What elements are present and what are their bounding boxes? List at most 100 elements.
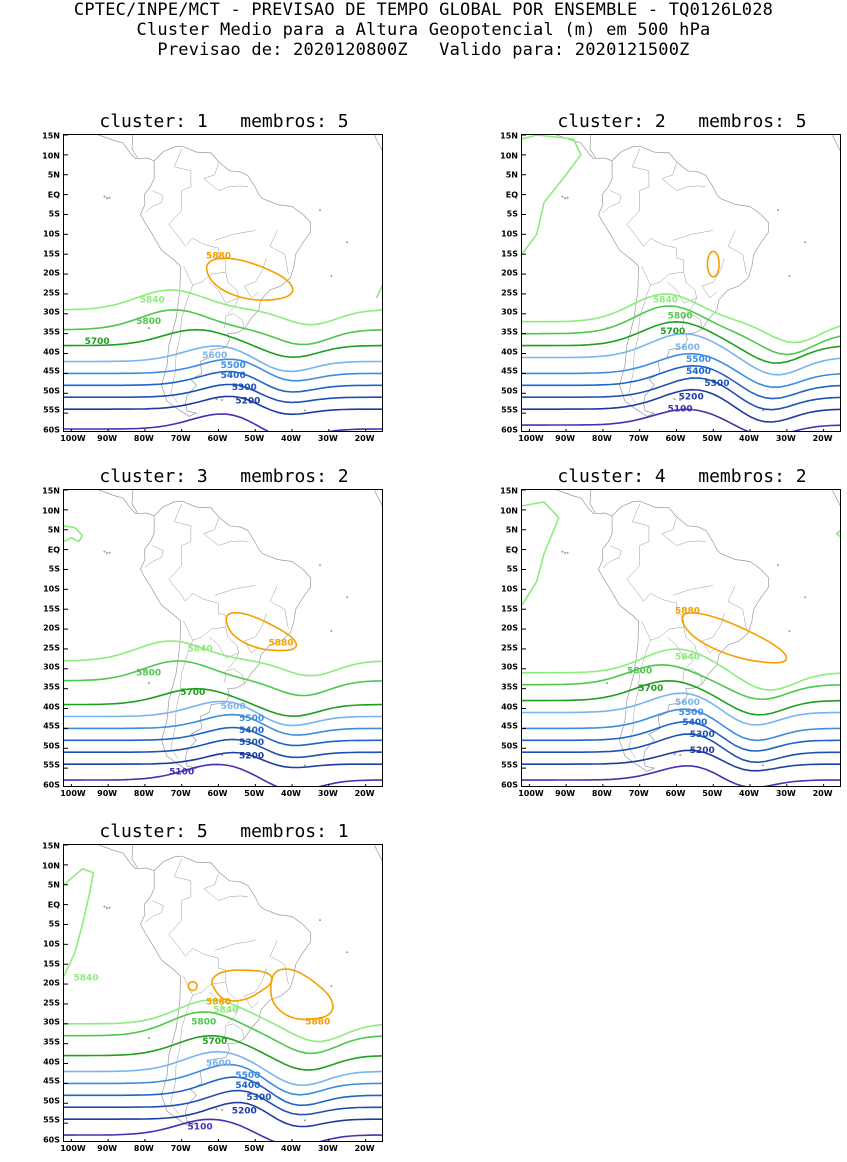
country-border <box>183 592 227 641</box>
latitude-tick-label: 30S <box>43 1017 60 1027</box>
panel-title: cluster: 5 membros: 1 <box>99 821 349 842</box>
cluster-4-panel: cluster: 4 membros: 2 15N 10N 5N EQ 5S 10S 15S… <box>458 467 841 807</box>
contour-label: 5600 <box>675 698 700 708</box>
contour-line-5700 <box>64 687 382 717</box>
latitude-tick-label: 15N <box>500 131 518 141</box>
longitude-tick-label: 20W <box>812 434 833 443</box>
contour-label: 5400 <box>235 1081 260 1091</box>
contour-label: 5200 <box>235 397 260 407</box>
country-border <box>701 613 725 654</box>
island <box>319 209 321 212</box>
contour-line-5500 <box>64 1063 382 1096</box>
country-border <box>682 668 703 684</box>
island <box>804 241 807 244</box>
contour-label: 5880 <box>268 638 293 648</box>
contour-label: 5200 <box>690 746 715 756</box>
contour-line-5400 <box>522 365 840 400</box>
map-canvas: 5840588058805840580057005600550054005300… <box>64 845 382 1141</box>
contour-label: 5800 <box>627 666 652 676</box>
latitude-tick-label: 60S <box>501 780 518 790</box>
latitude-tick-label: 60S <box>43 780 60 790</box>
coastline <box>140 855 311 1127</box>
contour-label: 5800 <box>191 1017 216 1027</box>
country-border <box>626 503 650 602</box>
contour-line-5100 <box>64 1118 382 1141</box>
latitude-tick-label: 50S <box>501 386 518 396</box>
longitude-tick-label: 40W <box>281 434 302 443</box>
island <box>106 197 109 200</box>
longitude-tick-label: 30W <box>775 789 796 798</box>
contour-line-5300 <box>522 733 840 764</box>
contour-label: 5700 <box>638 684 663 694</box>
latitude-tick-label: 60S <box>43 1135 60 1145</box>
island <box>319 919 321 922</box>
country-border <box>602 545 622 568</box>
country-border <box>224 1023 245 1039</box>
country-border <box>641 592 685 641</box>
country-border <box>685 652 697 669</box>
contour-label: 5700 <box>180 688 205 698</box>
country-border <box>672 230 714 241</box>
longitude-tick-label: 50W <box>702 434 723 443</box>
contour-line-5880 <box>211 969 273 1002</box>
latitude-tick-label: 55S <box>43 760 60 770</box>
country-border <box>269 940 289 985</box>
panel-title: cluster: 4 membros: 2 <box>557 466 807 487</box>
coastline <box>131 490 138 514</box>
longitude-axis: 100W 90W 80W 70W 60W 50W 40W 30W 20W <box>518 434 841 446</box>
contour-line-5200 <box>522 749 840 772</box>
longitude-tick-label: 90W <box>97 789 118 798</box>
island <box>673 753 676 756</box>
island <box>147 327 150 330</box>
country-border <box>269 230 289 275</box>
country-border <box>661 517 706 546</box>
longitude-axis: 100W 90W 80W 70W 60W 50W 40W 30W 20W <box>518 789 841 801</box>
contour-label: 5300 <box>232 383 257 393</box>
map-frame: 5880 5840 5800 5700 5600 5500 5400 5300 5200 <box>63 134 383 432</box>
contour-label: 5200 <box>239 752 264 762</box>
island <box>303 409 306 412</box>
island <box>761 409 764 412</box>
latitude-tick-label: 55S <box>43 1115 60 1125</box>
island <box>564 552 567 555</box>
island <box>346 951 349 954</box>
latitude-tick-label: 5S <box>506 209 518 219</box>
latitude-tick-label: 40S <box>43 702 60 712</box>
latitude-tick-label: 60S <box>43 425 60 435</box>
latitude-tick-label: 10S <box>43 939 60 949</box>
longitude-tick-label: 40W <box>281 789 302 798</box>
coastline-layer <box>98 135 382 417</box>
longitude-tick-label: 100W <box>60 789 86 798</box>
coastline <box>589 135 596 159</box>
island <box>108 906 111 909</box>
contour-label: 5200 <box>679 393 704 403</box>
latitude-tick-label: 10S <box>501 584 518 594</box>
latitude-tick-label: 25S <box>501 643 518 653</box>
country-border <box>602 190 622 213</box>
island <box>221 399 224 402</box>
contour-line-5400 <box>64 726 382 747</box>
contour-label: 5840 <box>188 644 213 654</box>
contour-line-5400 <box>64 370 382 393</box>
contour-line-5840 <box>522 501 560 606</box>
island <box>319 564 321 567</box>
island <box>147 682 150 685</box>
longitude-tick-label: 80W <box>591 434 612 443</box>
contour-line-5840 <box>64 289 382 326</box>
longitude-tick-label: 20W <box>354 789 375 798</box>
contour-line-5100 <box>64 763 382 786</box>
contour-label: 5880 <box>206 252 231 262</box>
country-border <box>214 585 256 596</box>
contour-line-5200 <box>522 388 840 423</box>
latitude-tick-label: 25S <box>501 288 518 298</box>
contour-line-5600 <box>522 692 840 726</box>
latitude-tick-label: EQ <box>47 545 60 555</box>
contour-line-5800 <box>64 1011 382 1055</box>
contour-label: 5300 <box>246 1093 271 1103</box>
island <box>108 551 111 554</box>
country-border <box>628 285 651 404</box>
map-frame: 5840 5880 5800 5700 5600 5500 5400 5300 5200 5100 <box>63 489 383 787</box>
country-border <box>168 148 192 247</box>
header-line-3: Previsao de: 2020120800Z Valido para: 20… <box>157 40 690 60</box>
